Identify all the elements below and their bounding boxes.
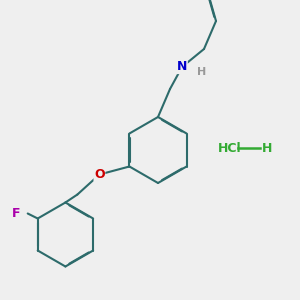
Text: H: H xyxy=(197,67,207,77)
Text: N: N xyxy=(177,61,187,74)
Text: F: F xyxy=(11,207,20,220)
Text: H: H xyxy=(262,142,272,154)
Text: O: O xyxy=(94,168,105,181)
Text: HCl: HCl xyxy=(218,142,242,154)
